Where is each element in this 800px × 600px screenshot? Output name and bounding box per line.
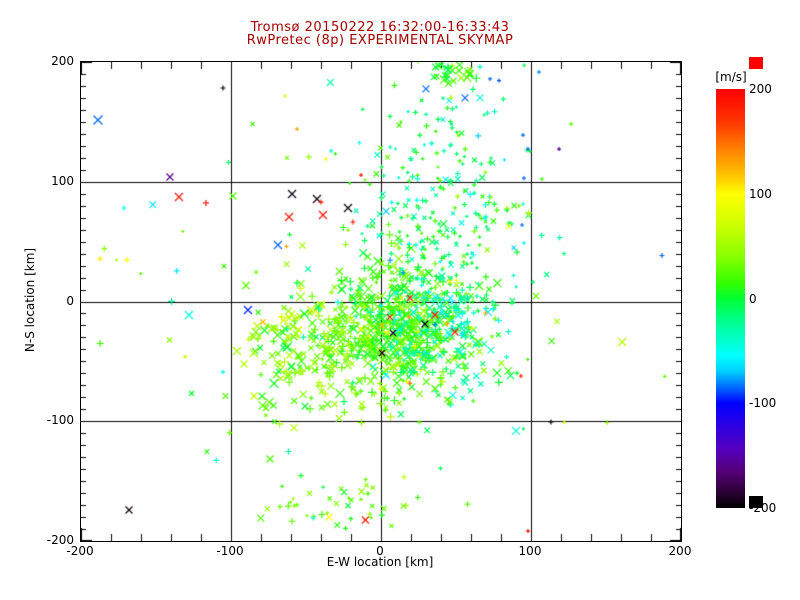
plot-title-line2: RwPretec (8p) EXPERIMENTAL SKYMAP <box>246 33 514 48</box>
x-axis-tick-label: 200 <box>668 544 692 558</box>
y-axis-tick-label: 0 <box>66 293 74 308</box>
colorbar-overflow-high-swatch <box>749 57 763 69</box>
y-axis-tick-label: 200 <box>51 54 74 68</box>
colorbar-tick-label: 0 <box>749 291 757 306</box>
colorbar-gradient <box>716 89 745 508</box>
y-axis-tick-label: -200 <box>46 533 74 547</box>
plot-title: Tromsø 20150222 16:32:00-16:33:43 RwPret… <box>80 21 680 47</box>
x-axis-label: E-W location [km] <box>326 555 434 569</box>
skymap-scatter-canvas <box>81 62 681 541</box>
colorbar-title: [m/s] <box>715 70 747 84</box>
plot-title-line1: Tromsø 20150222 16:32:00-16:33:43 <box>250 20 510 35</box>
y-axis-tick-label: 100 <box>51 173 74 188</box>
colorbar-tick-label: 100 <box>749 186 772 201</box>
colorbar-tick-label: -200 <box>749 501 777 515</box>
colorbar-overflow-low-swatch <box>749 496 763 508</box>
colorbar-tick-label: 200 <box>749 82 772 96</box>
y-axis-tick-label: -100 <box>46 413 74 428</box>
x-axis-tick-label: -200 <box>66 544 94 558</box>
x-axis-tick-label: 0 <box>376 544 384 558</box>
plot-frame <box>80 61 682 542</box>
colorbar-tick-label: -100 <box>749 396 777 411</box>
x-axis-tick-label: 100 <box>518 544 542 558</box>
x-axis-tick-label: -100 <box>216 544 244 558</box>
